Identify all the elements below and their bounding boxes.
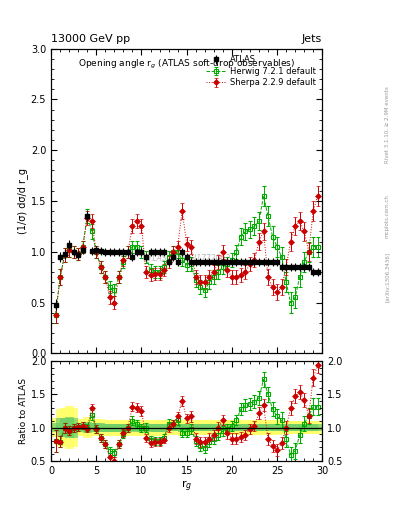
- Text: Rivet 3.1.10, ≥ 2.9M events: Rivet 3.1.10, ≥ 2.9M events: [385, 87, 389, 163]
- Text: 13000 GeV pp: 13000 GeV pp: [51, 33, 130, 44]
- Y-axis label: (1/σ) dσ/d r_g: (1/σ) dσ/d r_g: [17, 168, 28, 234]
- Text: mcplots.cern.ch: mcplots.cern.ch: [385, 194, 389, 238]
- Text: Opening angle r$_g$ (ATLAS soft-drop observables): Opening angle r$_g$ (ATLAS soft-drop obs…: [78, 58, 295, 71]
- Y-axis label: Ratio to ATLAS: Ratio to ATLAS: [19, 378, 28, 444]
- Text: ATLAS_2019_I1772062: ATLAS_2019_I1772062: [143, 253, 230, 262]
- X-axis label: r$_g$: r$_g$: [181, 478, 192, 494]
- Text: [arXiv:1306.3436]: [arXiv:1306.3436]: [385, 252, 389, 302]
- Text: Jets: Jets: [302, 33, 322, 44]
- Legend: ATLAS, Herwig 7.2.1 default, Sherpa 2.2.9 default: ATLAS, Herwig 7.2.1 default, Sherpa 2.2.…: [203, 53, 318, 90]
